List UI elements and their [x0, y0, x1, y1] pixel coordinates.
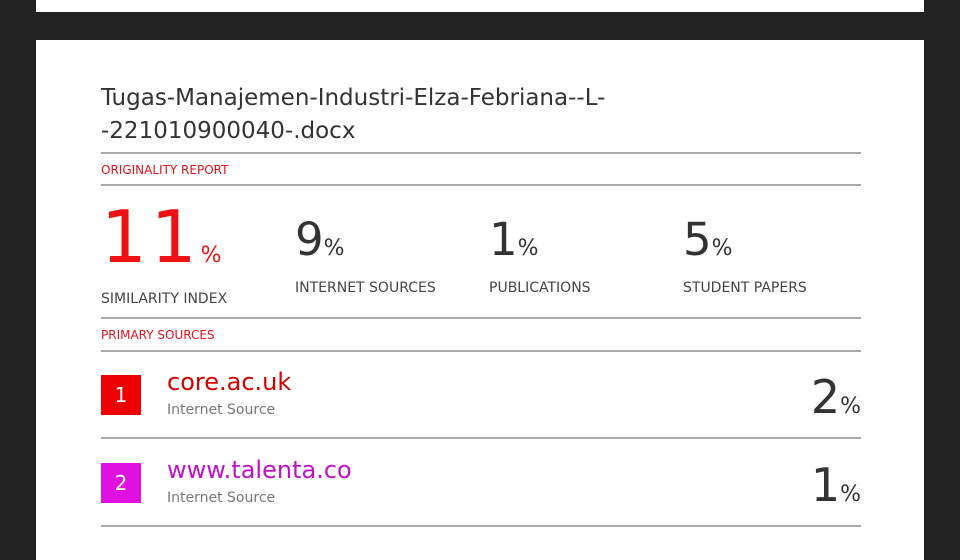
originality-report-heading: ORIGINALITY REPORT [101, 163, 229, 177]
divider [101, 350, 861, 352]
divider [101, 184, 861, 186]
source-rank-badge: 1 [101, 375, 141, 415]
stat-unit: % [711, 236, 733, 261]
stat-value: 1 [489, 213, 518, 266]
divider [101, 525, 861, 527]
stat-label: SIMILARITY INDEX [101, 291, 228, 307]
stat-label: STUDENT PAPERS [683, 280, 807, 296]
stat-label: PUBLICATIONS [489, 280, 591, 296]
source-row[interactable]: 2 www.talenta.co Internet Source 1% [101, 440, 861, 526]
source-percent: 2 [810, 370, 841, 424]
stat-unit: % [517, 236, 539, 261]
source-type: Internet Source [167, 490, 276, 506]
stat-unit: % [200, 243, 226, 268]
document-title: Tugas-Manajemen-Industri-Elza-Febriana--… [101, 85, 606, 144]
source-row[interactable]: 1 core.ac.uk Internet Source 2% [101, 352, 861, 438]
similarity-index-stat: 11% SIMILARITY INDEX [101, 201, 228, 307]
stat-unit: % [323, 236, 345, 261]
stat-label: INTERNET SOURCES [295, 280, 436, 296]
stat-value: 11 [101, 195, 201, 279]
publications-stat: 1% PUBLICATIONS [489, 213, 591, 297]
source-percent: 1 [810, 458, 841, 512]
divider [101, 152, 861, 154]
internet-sources-stat: 9% INTERNET SOURCES [295, 213, 436, 297]
divider [101, 317, 861, 319]
source-rank-badge: 2 [101, 463, 141, 503]
source-type: Internet Source [167, 402, 276, 418]
divider [101, 437, 861, 439]
source-name[interactable]: core.ac.uk [167, 368, 292, 396]
previous-page [36, 0, 924, 12]
student-papers-stat: 5% STUDENT PAPERS [683, 213, 807, 297]
source-percent-unit: % [840, 482, 861, 507]
source-percent-unit: % [840, 394, 861, 419]
primary-sources-heading: PRIMARY SOURCES [101, 328, 215, 342]
report-page: Tugas-Manajemen-Industri-Elza-Febriana--… [36, 40, 924, 560]
stat-value: 5 [683, 213, 712, 266]
stat-value: 9 [295, 213, 324, 266]
source-name[interactable]: www.talenta.co [167, 456, 352, 484]
